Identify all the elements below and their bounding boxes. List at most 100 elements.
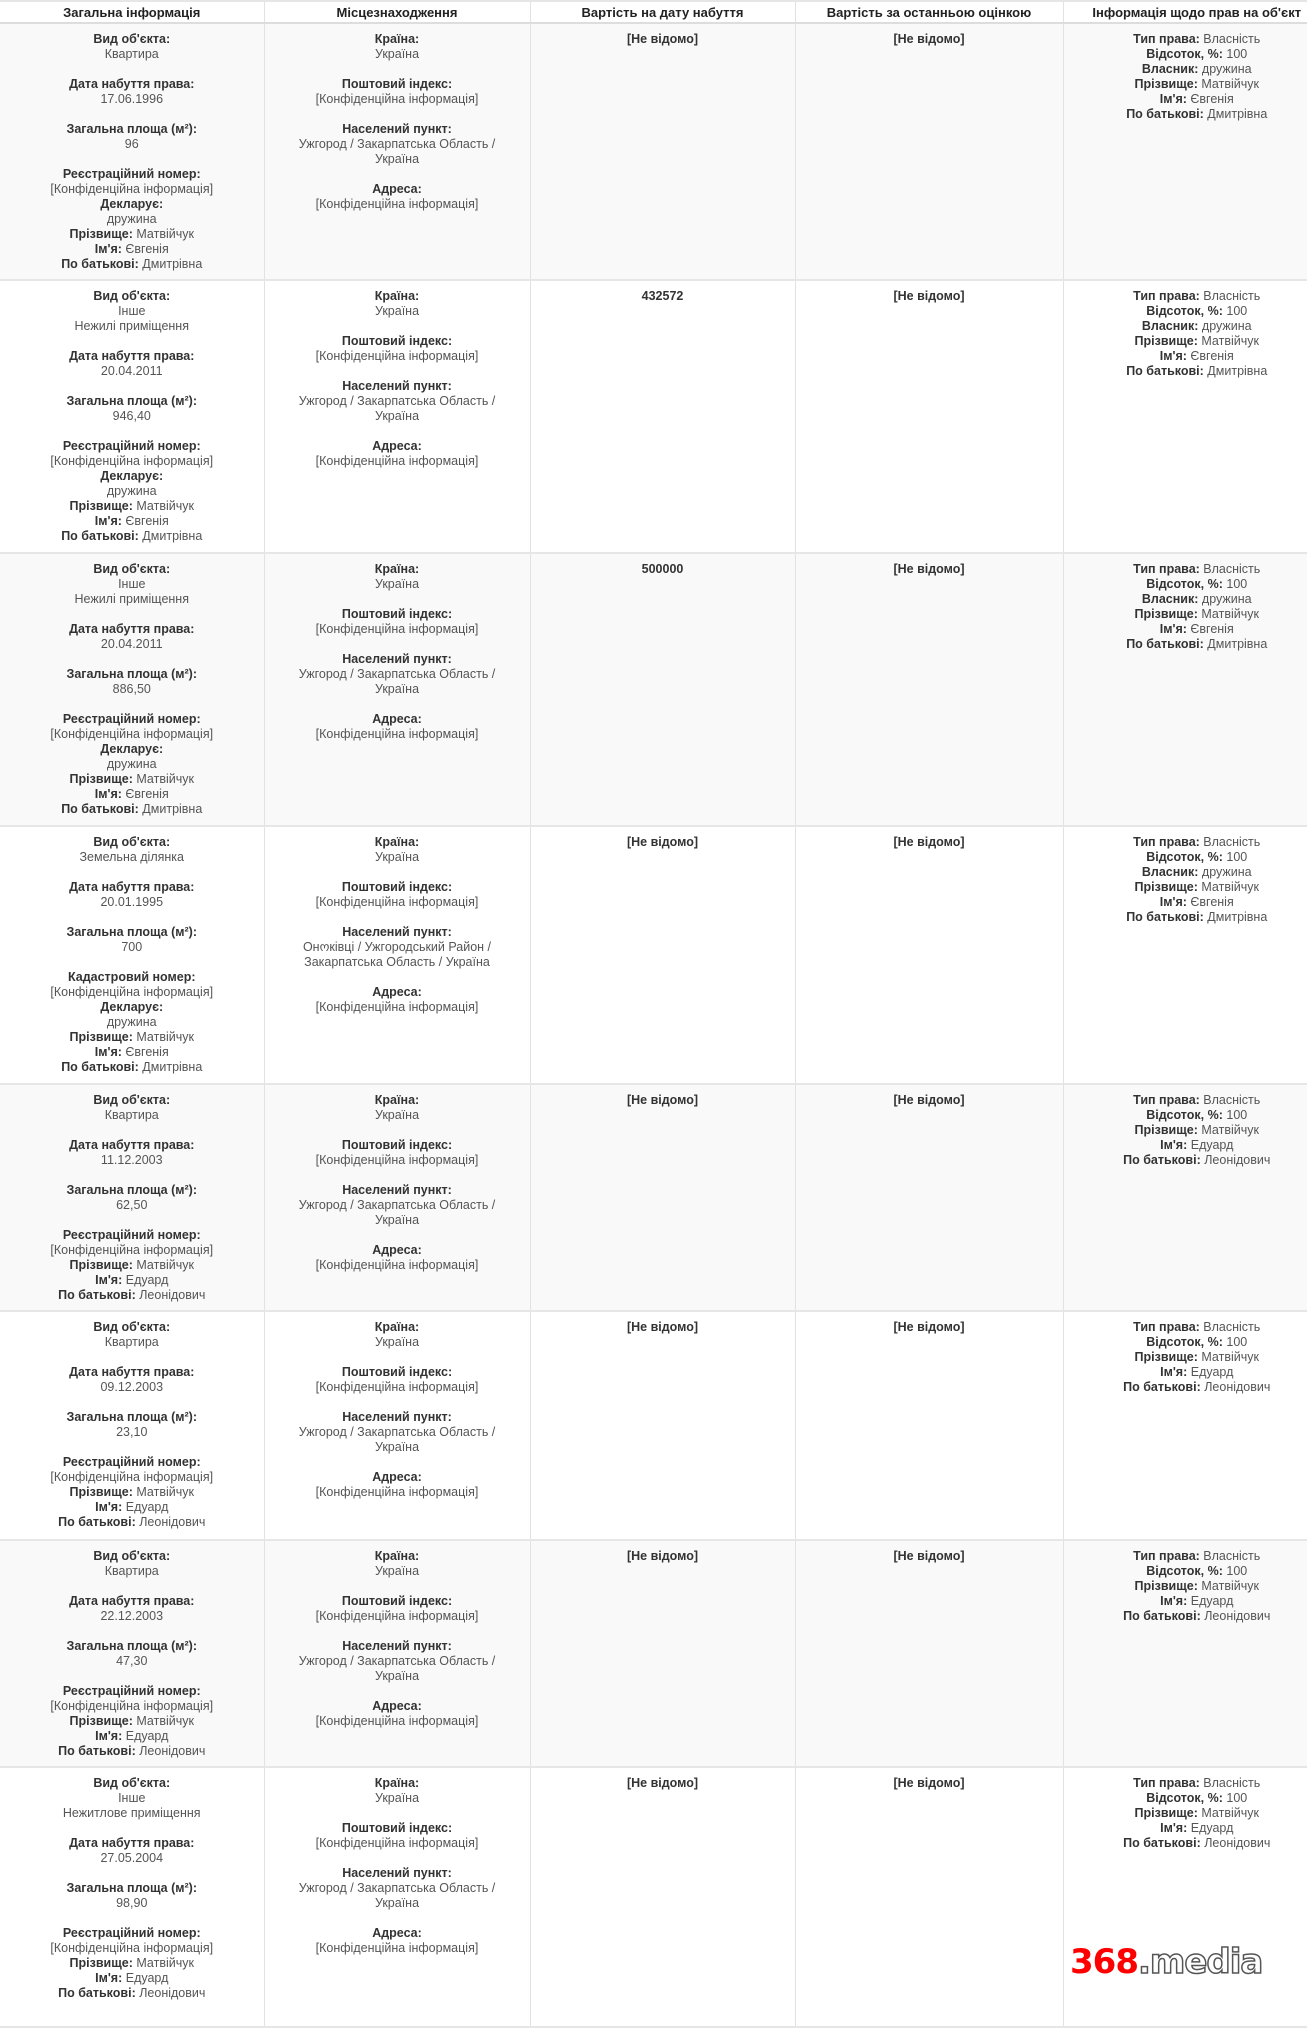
field-value: [Конфіденційна інформація]	[4, 1243, 260, 1258]
field-value: Леонідович	[139, 1986, 205, 2000]
field-value: Едуард	[126, 1729, 169, 1743]
field-group: Загальна площа (м²):946,40	[4, 394, 260, 424]
field-value: [Конфіденційна інформація]	[269, 1941, 526, 1956]
field: Тип права: Власність	[1068, 289, 1307, 304]
field-value: дружина	[1202, 62, 1252, 76]
field-group: Реєстраційний номер:[Конфіденційна інфор…	[4, 1455, 260, 1530]
column-header[interactable]: Загальна інформація	[0, 1, 264, 23]
field: По батькові: Леонідович	[4, 1288, 260, 1303]
field: Країна:Україна	[269, 1776, 526, 1806]
field-label: Декларує:	[4, 742, 260, 757]
field: Прізвище: Матвійчук	[4, 227, 260, 242]
field-value: Квартира	[4, 1564, 260, 1579]
field: Поштовий індекс:[Конфіденційна інформаці…	[269, 607, 526, 637]
field-value: 96	[4, 137, 260, 152]
field: Населений пункт:Ужгород / Закарпатська О…	[269, 1410, 526, 1455]
field-label: Дата набуття права:	[4, 1138, 260, 1153]
field-group: Поштовий індекс:[Конфіденційна інформаці…	[269, 1594, 526, 1624]
field-group: Країна:Україна	[269, 562, 526, 592]
cost-last-cell: [Не відомо]	[795, 1767, 1063, 2027]
field-group: Реєстраційний номер:[Конфіденційна інфор…	[4, 1684, 260, 1759]
column-header[interactable]: Місцезнаходження	[264, 1, 530, 23]
field: Ім'я: Едуард	[4, 1273, 260, 1288]
field: По батькові: Леонідович	[1068, 1380, 1307, 1395]
column-header[interactable]: Інформація щодо прав на об'єкт	[1063, 1, 1307, 23]
field: Поштовий індекс:[Конфіденційна інформаці…	[269, 1365, 526, 1395]
field-value: Власність	[1203, 1093, 1260, 1107]
field: Адреса:[Конфіденційна інформація]	[269, 439, 526, 469]
field-label: Кадастровий номер:	[4, 970, 260, 985]
field-label: Загальна площа (м²):	[4, 1410, 260, 1425]
field-label: Населений пункт:	[269, 1639, 526, 1654]
cost-acquired-cell: 500000	[530, 553, 795, 826]
cost-acquired-cell: [Не відомо]	[530, 1540, 795, 1767]
field-value: Леонідович	[1204, 1836, 1270, 1850]
field-group: Населений пункт:Ужгород / Закарпатська О…	[269, 122, 526, 167]
field-label: Ім'я:	[95, 1273, 122, 1287]
field: Реєстраційний номер:[Конфіденційна інфор…	[4, 439, 260, 469]
field-value: 700	[4, 940, 260, 955]
field-value: Україна	[269, 47, 526, 62]
field: Поштовий індекс:[Конфіденційна інформаці…	[269, 334, 526, 364]
column-header[interactable]: Вартість за останньою оцінкою	[795, 1, 1063, 23]
field-value: [Конфіденційна інформація]	[269, 1836, 526, 1851]
field-group: Вид об'єкта:Квартира	[4, 1549, 260, 1579]
field-value: Власність	[1203, 1776, 1260, 1790]
field: Прізвище: Матвійчук	[1068, 880, 1307, 895]
cost-value: 500000	[535, 562, 791, 577]
field-label: Загальна площа (м²):	[4, 667, 260, 682]
field: Дата набуття права:20.01.1995	[4, 880, 260, 910]
field-value: Власність	[1203, 835, 1260, 849]
field-group: Загальна площа (м²):98,90	[4, 1881, 260, 1911]
field-group: Адреса:[Конфіденційна інформація]	[269, 985, 526, 1015]
field: Адреса:[Конфіденційна інформація]	[269, 1470, 526, 1500]
cost-last-cell: [Не відомо]	[795, 1084, 1063, 1311]
field-value: дружина	[1202, 319, 1252, 333]
field-value: Україна	[269, 1896, 526, 1911]
field: Загальна площа (м²):47,30	[4, 1639, 260, 1669]
field: Ім'я: Євгенія	[1068, 622, 1307, 637]
field-value: 100	[1226, 1108, 1247, 1122]
field-value: Едуард	[126, 1971, 169, 1985]
field-label: Населений пункт:	[269, 925, 526, 940]
field-label: Вид об'єкта:	[4, 835, 260, 850]
field-label: Дата набуття права:	[4, 880, 260, 895]
field-value: Едуард	[1191, 1821, 1234, 1835]
field-label: Країна:	[269, 562, 526, 577]
field-label: Реєстраційний номер:	[4, 712, 260, 727]
field-group: Населений пункт:Ужгород / Закарпатська О…	[269, 1183, 526, 1228]
field-label: Ім'я:	[95, 1045, 122, 1059]
field-value: 20.01.1995	[4, 895, 260, 910]
field-value: [Конфіденційна інформація]	[4, 985, 260, 1000]
field-value: 11.12.2003	[4, 1153, 260, 1168]
field-value: 27.05.2004	[4, 1851, 260, 1866]
column-header[interactable]: Вартість на дату набуття	[530, 1, 795, 23]
field-value: [Конфіденційна інформація]	[269, 92, 526, 107]
field: Ім'я: Євгенія	[4, 514, 260, 529]
field: По батькові: Леонідович	[1068, 1153, 1307, 1168]
field-value: Едуард	[1191, 1594, 1234, 1608]
field-label: Прізвище:	[1135, 880, 1198, 894]
field-value: Україна	[269, 1564, 526, 1579]
field: Декларує:дружина	[4, 1000, 260, 1030]
field-value: Інше	[4, 1791, 260, 1806]
field-group: Дата набуття права:22.12.2003	[4, 1594, 260, 1624]
field: Адреса:[Конфіденційна інформація]	[269, 182, 526, 212]
field-value: 09.12.2003	[4, 1380, 260, 1395]
field-label: Вид об'єкта:	[4, 1093, 260, 1108]
field-value: [Конфіденційна інформація]	[269, 1714, 526, 1729]
field: Населений пункт:Ужгород / Закарпатська О…	[269, 1639, 526, 1684]
field-value: 100	[1226, 1564, 1247, 1578]
field: По батькові: Дмитрівна	[4, 529, 260, 544]
field: Власник: дружина	[1068, 62, 1307, 77]
cost-value: [Не відомо]	[535, 1320, 791, 1335]
field: Адреса:[Конфіденційна інформація]	[269, 712, 526, 742]
field: Прізвище: Матвійчук	[4, 1258, 260, 1273]
field-label: Декларує:	[4, 469, 260, 484]
field-label: Власник:	[1142, 62, 1199, 76]
